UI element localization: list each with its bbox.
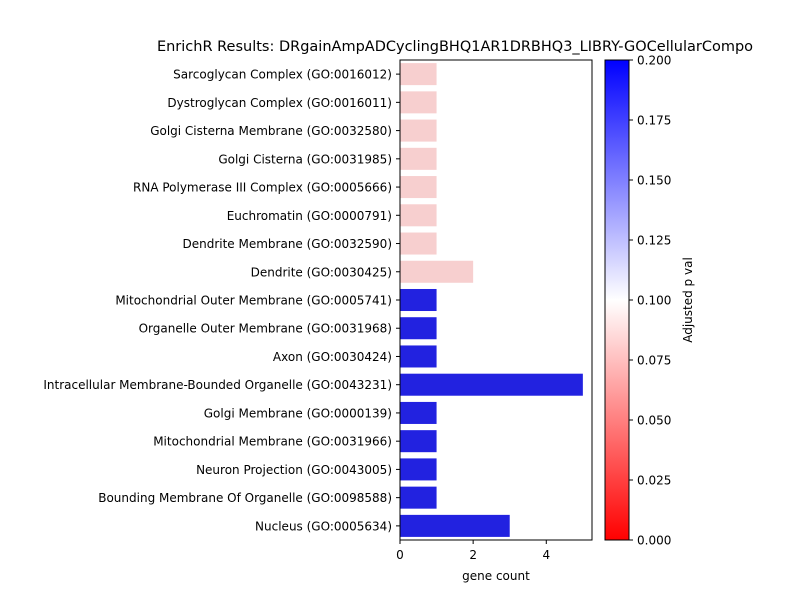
colorbar bbox=[604, 59, 630, 541]
bar bbox=[400, 91, 437, 114]
colorbar-tick-label: 0.075 bbox=[637, 354, 671, 368]
category-label: Mitochondrial Outer Membrane (GO:0005741… bbox=[115, 294, 392, 308]
bar bbox=[400, 401, 437, 424]
chart-title: EnrichR Results: DRgainAmpADCyclingBHQ1A… bbox=[157, 39, 753, 55]
bar bbox=[400, 176, 437, 199]
colorbar-tick-label: 0.025 bbox=[637, 474, 671, 488]
colorbar-tick-label: 0.200 bbox=[637, 54, 671, 68]
colorbar-tick-label: 0.100 bbox=[637, 294, 671, 308]
category-label: Dystroglycan Complex (GO:0016011) bbox=[167, 96, 392, 110]
bar bbox=[400, 317, 437, 340]
category-label: Dendrite (GO:0030425) bbox=[251, 265, 392, 279]
x-tick-label: 0 bbox=[396, 548, 404, 562]
colorbar-label: Adjusted p val bbox=[681, 257, 695, 343]
category-label: Neuron Projection (GO:0043005) bbox=[196, 463, 392, 477]
bar bbox=[400, 345, 437, 368]
colorbar-tick-label: 0.000 bbox=[637, 534, 671, 548]
x-tick-label: 2 bbox=[469, 548, 477, 562]
category-label: Dendrite Membrane (GO:0032590) bbox=[182, 237, 392, 251]
colorbar-tick-label: 0.175 bbox=[637, 114, 671, 128]
bar bbox=[400, 373, 583, 396]
bar bbox=[400, 288, 437, 312]
bar bbox=[400, 119, 437, 142]
category-label: Intracellular Membrane-Bounded Organelle… bbox=[43, 378, 392, 392]
category-label: Nucleus (GO:0005634) bbox=[255, 519, 392, 533]
colorbar-tick-label: 0.050 bbox=[637, 414, 671, 428]
category-label: Axon (GO:0030424) bbox=[273, 350, 392, 364]
x-tick-label: 4 bbox=[542, 548, 550, 562]
category-label: Bounding Membrane Of Organelle (GO:00985… bbox=[98, 491, 392, 505]
bar bbox=[400, 147, 437, 170]
bar bbox=[400, 63, 437, 86]
category-label: Golgi Cisterna Membrane (GO:0032580) bbox=[150, 124, 392, 138]
category-labels: Sarcoglycan Complex (GO:0016012) Dystrogl… bbox=[43, 68, 400, 533]
category-label: Organelle Outer Membrane (GO:0031968) bbox=[139, 322, 392, 336]
colorbar-tick-label: 0.125 bbox=[637, 234, 671, 248]
x-axis: 0 2 4 bbox=[396, 540, 550, 562]
colorbar-ticks: 0.000 0.025 0.050 0.075 0.100 0.125 0.150 0.175… bbox=[629, 54, 671, 548]
bar bbox=[400, 260, 474, 283]
category-label: Golgi Membrane (GO:0000139) bbox=[204, 406, 392, 420]
bar bbox=[400, 486, 437, 509]
bar bbox=[400, 458, 437, 481]
category-label: Sarcoglycan Complex (GO:0016012) bbox=[173, 68, 392, 82]
bar bbox=[400, 514, 510, 537]
category-label: Mitochondrial Membrane (GO:0031966) bbox=[153, 435, 392, 449]
category-label: Euchromatin (GO:0000791) bbox=[227, 209, 392, 223]
category-label: RNA Polymerase III Complex (GO:0005666) bbox=[133, 181, 392, 195]
bars-group bbox=[400, 63, 583, 537]
x-axis-label: gene count bbox=[462, 569, 530, 583]
bar bbox=[400, 430, 437, 453]
colorbar-tick-label: 0.150 bbox=[637, 174, 671, 188]
bar bbox=[400, 232, 437, 255]
bar bbox=[400, 204, 437, 227]
category-label: Golgi Cisterna (GO:0031985) bbox=[218, 152, 392, 166]
plot-frame bbox=[399, 59, 593, 541]
